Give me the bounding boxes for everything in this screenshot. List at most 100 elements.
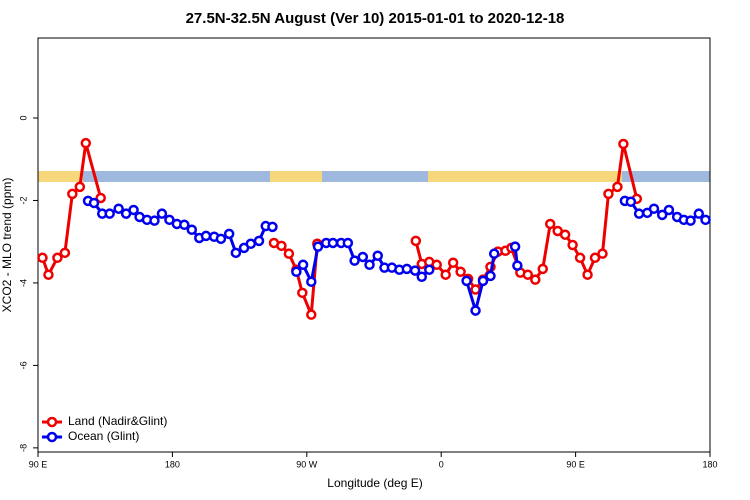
- y-tick-label: 0: [18, 115, 28, 120]
- point: [297, 287, 308, 299]
- point: [603, 188, 614, 200]
- land-mask-strip: [38, 171, 710, 182]
- point: [342, 237, 354, 249]
- point: [424, 264, 435, 275]
- point: [512, 260, 523, 271]
- x-tick-label: 90 E: [29, 459, 48, 469]
- point: [327, 237, 339, 249]
- y-tick-label: -8: [18, 444, 28, 452]
- point: [440, 269, 451, 280]
- point: [283, 248, 295, 259]
- plot-frame: [37, 37, 711, 453]
- y-tick-label: -6: [18, 361, 28, 369]
- point: [291, 266, 302, 278]
- x-tick-label: 90 E: [566, 459, 585, 469]
- land-strip: [38, 171, 83, 182]
- point: [80, 137, 92, 149]
- point: [693, 208, 705, 219]
- point: [364, 259, 375, 271]
- point: [470, 305, 481, 316]
- point: [559, 229, 571, 240]
- legend-label: Land (Nadir&Glint): [68, 414, 167, 428]
- point: [245, 238, 257, 250]
- point: [700, 214, 711, 226]
- point: [357, 251, 369, 263]
- x-tick-label: 180: [702, 459, 717, 469]
- point: [179, 219, 190, 231]
- point: [574, 252, 586, 264]
- point: [530, 274, 541, 285]
- point: [488, 248, 500, 259]
- point: [156, 208, 168, 219]
- point: [447, 257, 459, 268]
- x-tick-label: 90 W: [296, 459, 318, 469]
- point: [409, 265, 421, 276]
- point: [312, 241, 324, 252]
- x-tick-label: 180: [165, 459, 180, 469]
- point: [625, 196, 637, 207]
- legend-marker: [46, 431, 58, 443]
- point: [297, 259, 309, 271]
- chart-title: 27.5N-32.5N August (Ver 10) 2015-01-01 t…: [186, 10, 565, 27]
- point: [544, 218, 556, 230]
- point: [128, 204, 139, 216]
- point: [306, 309, 317, 320]
- point: [461, 275, 472, 287]
- point: [567, 239, 578, 251]
- point: [656, 209, 668, 221]
- point: [67, 188, 78, 200]
- point: [612, 181, 623, 193]
- point: [223, 228, 235, 240]
- point: [95, 192, 106, 204]
- point: [74, 181, 86, 193]
- land-strip: [428, 171, 622, 182]
- point: [88, 197, 100, 209]
- point: [164, 214, 175, 226]
- point: [648, 203, 660, 214]
- point: [431, 259, 442, 271]
- point: [306, 276, 317, 287]
- point: [349, 255, 360, 266]
- legend-label: Ocean (Glint): [68, 429, 139, 443]
- point: [485, 270, 496, 282]
- point: [470, 284, 481, 295]
- point: [537, 263, 548, 275]
- point: [104, 208, 115, 219]
- point: [59, 247, 71, 259]
- point: [200, 230, 212, 242]
- point: [416, 271, 428, 283]
- point: [253, 235, 265, 247]
- point: [230, 247, 242, 259]
- point: [410, 235, 422, 247]
- point: [52, 252, 63, 264]
- x-tick-label: 0: [439, 459, 444, 469]
- point: [477, 275, 489, 287]
- point: [372, 250, 383, 261]
- y-tick-label: -4: [18, 279, 28, 287]
- y-axis-label: XCO2 - MLO trend (ppm): [0, 178, 14, 313]
- point: [37, 252, 48, 264]
- point: [633, 208, 645, 219]
- point: [43, 269, 54, 280]
- point: [589, 252, 601, 264]
- y-tick-label: -2: [18, 196, 28, 204]
- point: [455, 266, 466, 278]
- point: [113, 203, 124, 214]
- point: [618, 138, 629, 150]
- legend: Land (Nadir&Glint)Ocean (Glint): [42, 414, 167, 443]
- land-strip: [270, 171, 322, 182]
- legend-marker: [46, 416, 58, 428]
- point: [267, 221, 278, 233]
- point: [509, 241, 521, 252]
- point: [186, 224, 198, 235]
- point: [685, 215, 696, 226]
- point: [582, 269, 593, 280]
- point: [215, 233, 227, 245]
- point: [149, 215, 160, 226]
- point: [597, 248, 608, 259]
- point: [276, 240, 287, 252]
- point: [522, 269, 534, 280]
